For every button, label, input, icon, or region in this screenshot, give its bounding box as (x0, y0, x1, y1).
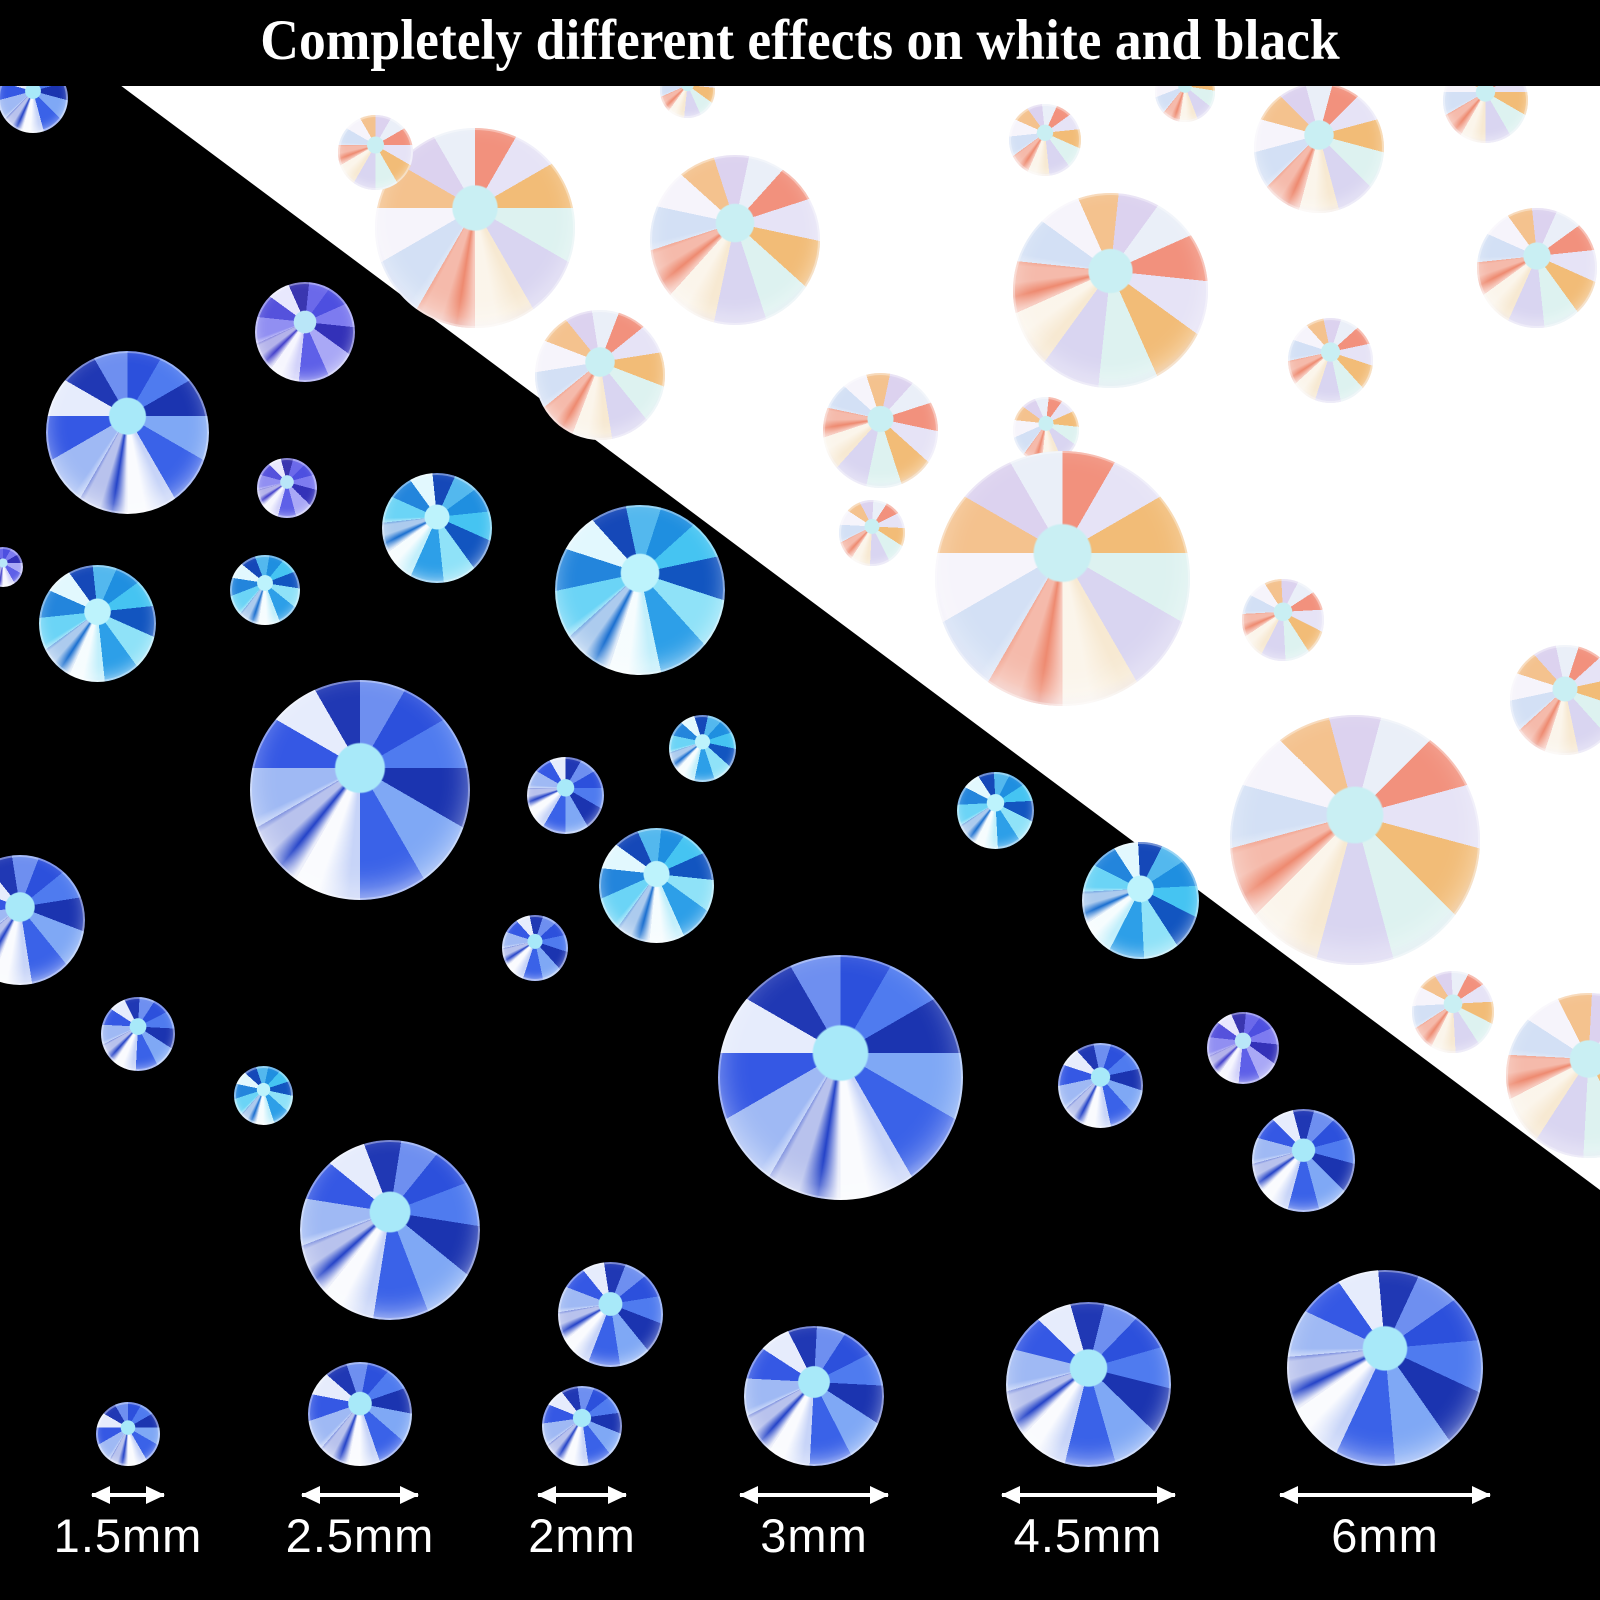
rhinestone-violet (255, 282, 355, 382)
rhinestone-blue (526, 756, 604, 834)
rhinestone-ab (1287, 317, 1373, 403)
rhinestone-ab (839, 500, 905, 566)
rhinestone-blue (1251, 1108, 1355, 1212)
size-label: 6mm (1331, 1509, 1439, 1562)
rhinestone-cyan (956, 771, 1034, 849)
rhinestone-ab (822, 372, 938, 488)
width-arrow (537, 1486, 627, 1504)
rhinestone-sample-2.5mm (308, 1362, 412, 1466)
width-arrow (301, 1486, 419, 1504)
rhinestone-blue (250, 680, 470, 900)
rhinestone-ab (1510, 645, 1600, 755)
rhinestone-blue (717, 954, 963, 1200)
size-label: 1.5mm (53, 1509, 203, 1562)
rhinestone-sample-1.5mm (96, 1402, 160, 1466)
width-arrow (91, 1486, 165, 1504)
rhinestone-ab (1254, 83, 1384, 213)
rhinestone-ab (650, 155, 820, 325)
rhinestone-sample-4.5mm (1005, 1301, 1171, 1467)
rhinestone-violet (257, 458, 317, 518)
rhinestone-ab (1230, 715, 1480, 965)
width-arrow (739, 1486, 889, 1504)
rhinestone-cyan (668, 714, 736, 782)
rhinestone-ab (934, 450, 1190, 706)
rhinestone-ab (337, 114, 413, 190)
width-arrow (1000, 1486, 1176, 1504)
rhinestone-blue (45, 350, 209, 514)
size-label: 4.5mm (1013, 1509, 1163, 1562)
rhinestone-blue (101, 997, 175, 1071)
rhinestone-blue (300, 1140, 480, 1320)
rhinestone-cyan (38, 564, 156, 682)
rhinestone-sample-3mm (744, 1326, 884, 1466)
rhinestone-ab (1412, 971, 1494, 1053)
rhinestone-cyan (555, 505, 725, 675)
rhinestone-ab (1477, 208, 1597, 328)
rhinestone-blue (1057, 1042, 1143, 1128)
rhinestone-blue (502, 915, 568, 981)
rhinestone-cyan (598, 827, 714, 943)
size-label: 3mm (760, 1509, 868, 1562)
rhinestone-ab (1012, 192, 1208, 388)
rhinestone-violet (1207, 1012, 1279, 1084)
rhinestone-ab (1242, 579, 1324, 661)
size-label: 2mm (528, 1509, 636, 1562)
rhinestone-cyan (382, 473, 492, 583)
rhinestone-sample-2mm (542, 1386, 622, 1466)
rhinestone-sample-6mm (1287, 1270, 1483, 1466)
rhinestone-ab (535, 310, 665, 440)
rhinestone-cyan (1081, 841, 1199, 959)
rhinestone-blue (557, 1261, 663, 1367)
rhinestone-violet (0, 547, 23, 587)
rhinestone-cyan (233, 1065, 293, 1125)
page-title: Completely different effects on white an… (260, 8, 1340, 72)
rhinestone-ab (1009, 104, 1081, 176)
width-arrow (1279, 1486, 1491, 1504)
title-banner: Completely different effects on white an… (0, 0, 1600, 86)
rhinestone-cyan (230, 555, 300, 625)
size-label: 2.5mm (285, 1509, 435, 1562)
